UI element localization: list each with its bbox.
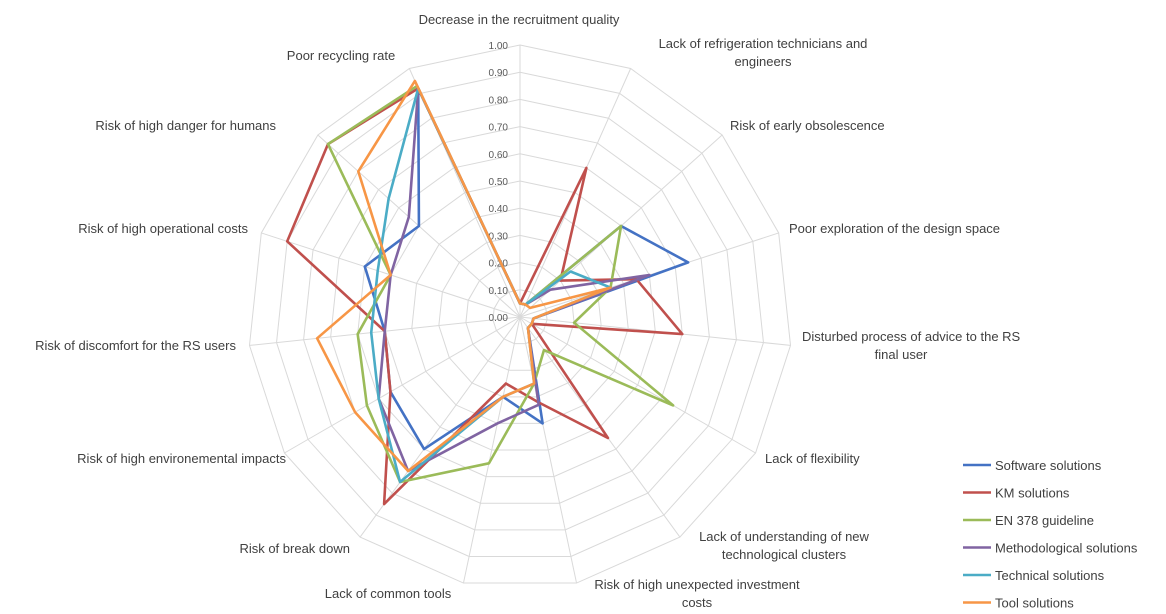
axis-label: Risk of discomfort for the RS users [35, 338, 236, 353]
radar-grid [248, 44, 792, 584]
radar-series [285, 79, 690, 506]
grid-ring [303, 98, 737, 531]
series-line [326, 84, 675, 484]
axis-label: Lack of refrigeration technicians and eng… [659, 36, 868, 69]
legend-item: Tool solutions [995, 596, 1074, 611]
tick-label: 0.10 [489, 286, 509, 297]
tick-label: 0.90 [489, 68, 509, 79]
grid-ring [438, 234, 602, 398]
axis-label: Risk of high operational costs [78, 221, 248, 236]
tick-label: 0.50 [489, 177, 509, 188]
axis-label: Disturbed process of advice to the RS fin… [802, 329, 1021, 362]
tick-label: 0.20 [489, 259, 509, 270]
radar-axis-labels: Decrease in the recruitment quality Lack … [35, 12, 1020, 610]
series-line [315, 79, 612, 473]
axis-label: Lack of flexibility [765, 451, 860, 466]
grid-spoke [519, 316, 578, 584]
grid-spoke [519, 316, 756, 454]
radar-tick-labels: 0.00 0.10 0.20 0.30 0.40 0.50 0.60 0.70 0.80 0.90… [489, 41, 509, 324]
legend-item: Software solutions [995, 458, 1102, 473]
tick-label: 0.70 [489, 123, 509, 134]
axis-label: Risk of high unexpected investment costs [594, 577, 800, 610]
legend-item: Technical solutions [995, 568, 1105, 583]
axis-label: Risk of high danger for humans [95, 118, 276, 133]
grid-ring [276, 71, 764, 557]
series-line [285, 87, 684, 506]
axis-label: Lack of understanding of new technologica… [699, 529, 869, 562]
legend: Software solutions KM solutions EN 378 gui… [963, 458, 1138, 611]
axis-label: Risk of high environemental impacts [77, 451, 286, 466]
axis-label: Poor recycling rate [287, 48, 395, 63]
legend-item: Methodological solutions [995, 541, 1138, 556]
axis-label: Decrease in the recruitment quality [419, 12, 620, 27]
legend-item: EN 378 guideline [995, 513, 1094, 528]
tick-label: 0.00 [489, 313, 509, 324]
grid-spoke [462, 316, 521, 584]
axis-label: Lack of common tools [325, 586, 452, 601]
tick-label: 1.00 [489, 41, 509, 52]
grid-ring [330, 126, 710, 504]
grid-spoke [284, 316, 521, 454]
tick-label: 0.80 [489, 95, 509, 106]
grid-ring [384, 180, 656, 451]
axis-label: Risk of early obsolescence [730, 118, 885, 133]
grid-ring [465, 262, 575, 371]
axis-label: Poor exploration of the design space [789, 221, 1000, 236]
grid-ring [411, 207, 629, 424]
tick-label: 0.30 [489, 231, 509, 242]
series-line [363, 87, 690, 451]
grid-ring [248, 44, 792, 584]
axis-label: Risk of break down [239, 541, 350, 556]
tick-label: 0.60 [489, 150, 509, 161]
tick-label: 0.40 [489, 204, 509, 215]
legend-item: KM solutions [995, 486, 1070, 501]
